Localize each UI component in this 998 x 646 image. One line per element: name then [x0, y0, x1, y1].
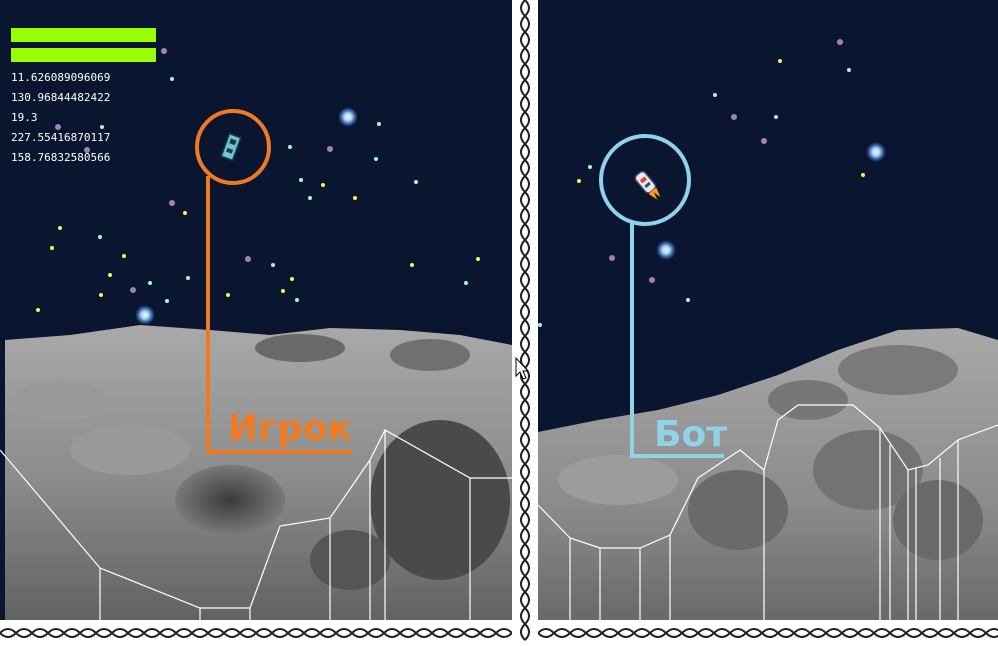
rocket-ship-icon [634, 170, 661, 200]
hud-readout-2: 130.96844482422 [11, 91, 111, 104]
player-scene [0, 48, 512, 646]
divider-chain [515, 0, 530, 641]
lunar-surface [538, 328, 998, 630]
health-bar [11, 48, 156, 62]
bot-game-view: Бот [538, 0, 998, 646]
star-field [538, 39, 886, 327]
split-divider [512, 0, 538, 646]
hud-readout-4: 227.55416870117 [11, 131, 111, 144]
terrain-columns [99, 430, 471, 620]
hud-readout-5: 158.76832580566 [11, 151, 111, 164]
terrain-columns [569, 428, 959, 620]
ground-strip [538, 620, 998, 646]
hud-readout-1: 11.626089096069 [11, 71, 111, 84]
player-label: Игрок [228, 408, 352, 449]
player-game-view: 11.626089096069 130.96844482422 19.3 227… [0, 0, 512, 646]
terrain-collision-outline [0, 429, 512, 609]
mouse-cursor-icon [515, 356, 530, 380]
terrain-collision-outline [538, 404, 998, 549]
ground-strip [0, 620, 512, 646]
bot-annotation [599, 134, 724, 458]
lander-ship-icon [220, 132, 242, 162]
bot-label: Бот [654, 414, 728, 455]
fuel-bar [11, 28, 156, 42]
hud-readout-3: 19.3 [11, 111, 38, 124]
star-field [36, 48, 480, 325]
player-annotation [195, 109, 352, 454]
hud-panel: 11.626089096069 130.96844482422 19.3 227… [11, 28, 156, 168]
bot-scene [538, 39, 998, 646]
